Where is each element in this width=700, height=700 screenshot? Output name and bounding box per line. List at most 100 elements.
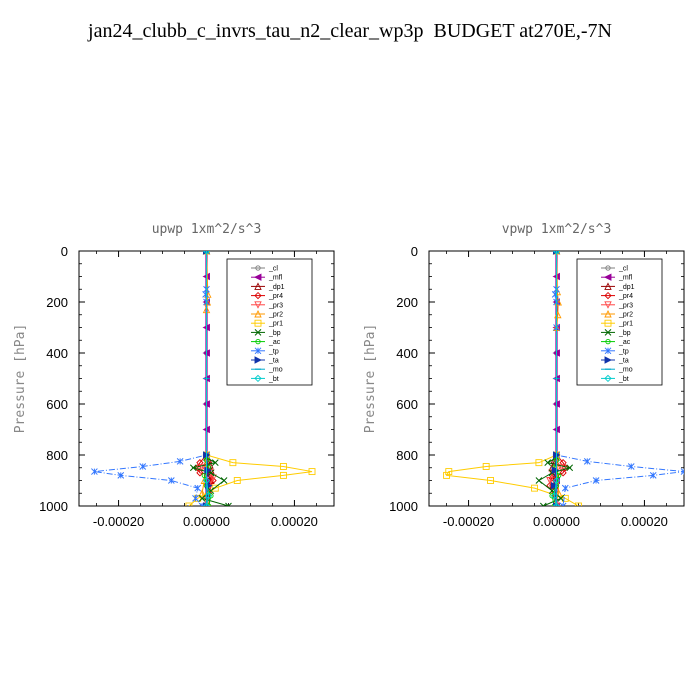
data-point_pr4 <box>196 469 204 477</box>
data-point_tp <box>117 472 125 479</box>
data-point_tp <box>551 290 559 298</box>
legend-marker_ac <box>605 338 611 345</box>
y-tick-label: 200 <box>396 295 418 310</box>
legend-marker_bt <box>604 374 612 383</box>
legend-label_dp1: _dp1 <box>618 284 635 291</box>
legend-marker_mfl <box>253 273 262 281</box>
legend-marker_tp <box>604 347 612 355</box>
legend-marker_pr4 <box>254 291 262 300</box>
data-point_tp <box>561 484 569 492</box>
series-line_bt <box>206 251 210 506</box>
data-point_bp <box>211 459 219 467</box>
y-axis-label: Pressure [hPa] <box>363 324 378 434</box>
data-point_bp <box>220 477 228 484</box>
x-tick-label: 0.00020 <box>271 514 318 529</box>
data-point_tp <box>139 463 147 470</box>
series-line_bt <box>553 251 557 506</box>
data-point_pr1 <box>279 463 287 470</box>
legend-marker_mfl <box>603 273 612 281</box>
data-point_bt <box>552 251 561 255</box>
legend-label_tp: _tp <box>618 348 629 355</box>
legend-marker_bp <box>254 329 262 336</box>
y-tick-label: 200 <box>46 295 68 310</box>
data-point_bp <box>198 494 206 502</box>
data-point_tp <box>91 468 98 475</box>
y-tick-label: 400 <box>396 346 418 361</box>
data-point_pr1 <box>575 502 582 506</box>
data-point_bp <box>189 464 197 472</box>
data-point_bp <box>535 477 543 484</box>
x-tick-label: -0.00020 <box>443 514 494 529</box>
data-point_tp <box>192 494 199 502</box>
data-point_pr4 <box>209 476 217 485</box>
legend-label_pr4: _pr4 <box>268 293 283 300</box>
data-point_pr3 <box>557 464 565 472</box>
legend-marker_ac <box>255 338 261 345</box>
legend-marker_pr4 <box>604 291 612 300</box>
legend-marker_ta <box>604 356 613 364</box>
data-point_tp <box>167 477 175 484</box>
legend-label_ac: _ac <box>618 339 631 346</box>
x-tick-label: -0.00020 <box>93 514 144 529</box>
legend-label_cl: _cl <box>618 266 628 273</box>
data-point_pr1 <box>482 463 490 470</box>
legend-label_pr3: _pr3 <box>618 302 633 309</box>
legend-box <box>576 258 663 386</box>
data-point_tp <box>176 458 184 465</box>
legend-label_ta: _ta <box>268 358 279 365</box>
data-point_tp <box>627 463 635 470</box>
legend-label_tp: _tp <box>268 348 279 355</box>
legend-label_bp: _bp <box>618 330 631 337</box>
legend-marker_pr2 <box>254 309 262 318</box>
data-point_bt <box>202 476 211 485</box>
x-tick-label: 0.00000 <box>533 514 580 529</box>
legend-marker_bp <box>604 329 612 336</box>
data-point_bp <box>539 502 547 506</box>
legend-label_mfl: _mfl <box>618 275 633 282</box>
data-point_tp <box>680 468 684 475</box>
data-point_pr1 <box>233 477 241 484</box>
data-point_pr1 <box>308 468 316 476</box>
legend-marker_cl <box>255 265 261 271</box>
legend-label_mo: _mo <box>618 367 633 374</box>
y-tick-label: 0 <box>411 244 418 259</box>
legend-label_pr2: _pr2 <box>618 312 633 319</box>
data-point_bt <box>552 502 561 506</box>
data-point_bp <box>225 502 232 506</box>
legend-marker_pr3 <box>254 301 262 309</box>
panel-title: upwp 1xm^2/s^3 <box>152 222 262 237</box>
legend-marker_tp <box>254 347 262 355</box>
legend: _cl _mfl _dp1 _pr4 _pr3 _pr2 _pr1 _bp _ac _tp _ta _… <box>226 258 313 386</box>
data-point_pr1 <box>211 484 219 492</box>
data-point_pr1 <box>561 494 569 502</box>
data-point_pr4 <box>548 474 556 482</box>
legend-label_pr3: _pr3 <box>268 302 283 309</box>
y-tick-label: 1000 <box>389 499 418 514</box>
legend-label_pr1: _pr1 <box>268 321 283 328</box>
legend-label_dp1: _dp1 <box>268 284 285 291</box>
legend-marker_pr3 <box>604 301 612 309</box>
y-tick-label: 1000 <box>39 499 68 514</box>
data-point_bp <box>557 494 565 502</box>
data-point_bp <box>544 459 552 467</box>
legend-label_ac: _ac <box>268 339 281 346</box>
y-tick-label: 800 <box>46 448 68 463</box>
data-point_bt <box>552 476 561 485</box>
legend-marker_pr1 <box>604 319 612 327</box>
y-tick-label: 600 <box>396 397 418 412</box>
data-point_tp <box>559 502 567 506</box>
y-tick-label: 400 <box>46 346 68 361</box>
legend-label_pr2: _pr2 <box>268 312 283 319</box>
x-tick-label: 0.00000 <box>183 514 230 529</box>
data-point_pr1 <box>445 468 453 476</box>
data-point_pr4 <box>559 469 567 477</box>
data-point_pr1 <box>229 459 237 467</box>
legend-marker_bt <box>254 374 262 383</box>
legend-box <box>226 258 313 386</box>
legend-marker_pr2 <box>604 309 612 318</box>
data-point_pr1 <box>185 502 193 506</box>
legend-label_pr1: _pr1 <box>618 321 633 328</box>
y-axis-label: Pressure [hPa] <box>13 324 28 434</box>
data-point_bt <box>202 502 211 506</box>
